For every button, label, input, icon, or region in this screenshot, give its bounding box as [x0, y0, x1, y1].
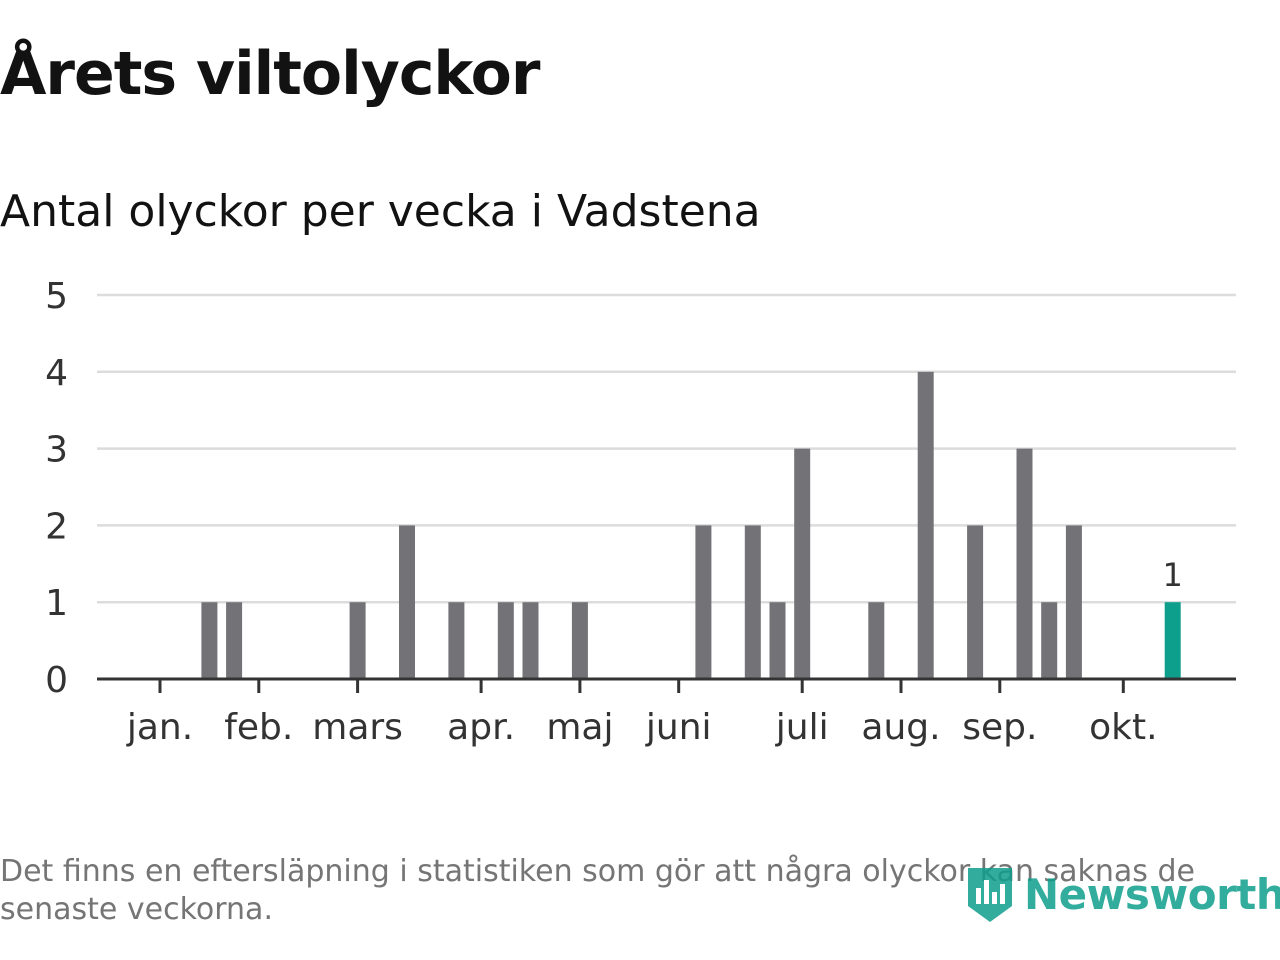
bar	[201, 602, 218, 679]
y-tick-label: 3	[45, 430, 68, 471]
x-tick-label: juli	[775, 707, 829, 748]
bar	[917, 371, 934, 679]
newsworthy-logo: Newsworthy	[964, 862, 1280, 926]
y-tick-label: 1	[45, 583, 68, 624]
x-tick-label: juni	[645, 707, 712, 748]
y-tick-label: 2	[45, 506, 68, 547]
bar	[226, 602, 243, 679]
data-label: 1	[1163, 556, 1183, 594]
chart-title: Årets viltolyckor	[0, 39, 540, 109]
x-tick-label: apr.	[447, 707, 515, 748]
bar	[794, 448, 811, 679]
x-tick-label: mars	[312, 707, 403, 748]
bar	[522, 602, 539, 679]
bar	[1041, 602, 1058, 679]
y-tick-label: 4	[45, 353, 68, 394]
x-axis	[97, 677, 1236, 693]
chart-subtitle: Antal olyckor per vecka i Vadstena	[0, 186, 761, 237]
y-axis-tick-labels: 0 1 2 3 4 5	[45, 276, 68, 701]
weekly-accidents-bar-chart: 0 1 2 3 4 5 jan. feb. mars apr. maj juni juli aug. se…	[45, 276, 1236, 748]
grid-lines	[97, 293, 1236, 604]
x-axis-tick-labels: jan. feb. mars apr. maj juni juli aug. sep. okt.	[126, 707, 1158, 748]
bar-highlight	[1164, 602, 1181, 679]
data-labels: 1	[1163, 556, 1183, 594]
bar	[1065, 525, 1082, 679]
bar	[497, 602, 514, 679]
x-tick-label: sep.	[962, 707, 1037, 748]
bar	[769, 602, 786, 679]
y-tick-label: 0	[45, 660, 68, 701]
x-tick-label: jan.	[126, 707, 193, 748]
bar	[868, 602, 885, 679]
x-tick-label: aug.	[861, 707, 940, 748]
bar	[571, 602, 588, 679]
bars	[201, 371, 1181, 679]
x-tick-label: feb.	[224, 707, 293, 748]
x-tick-label: maj	[546, 707, 613, 748]
bar	[448, 602, 465, 679]
bar	[1016, 448, 1033, 679]
logo-text: Newsworthy	[1024, 869, 1280, 919]
x-tick-label: okt.	[1089, 707, 1157, 748]
bar	[695, 525, 712, 679]
bar	[744, 525, 761, 679]
bar	[349, 602, 366, 679]
y-tick-label: 5	[45, 276, 68, 317]
bar-chart-shield-icon	[968, 868, 1012, 922]
bar	[967, 525, 984, 679]
bar	[399, 525, 415, 679]
